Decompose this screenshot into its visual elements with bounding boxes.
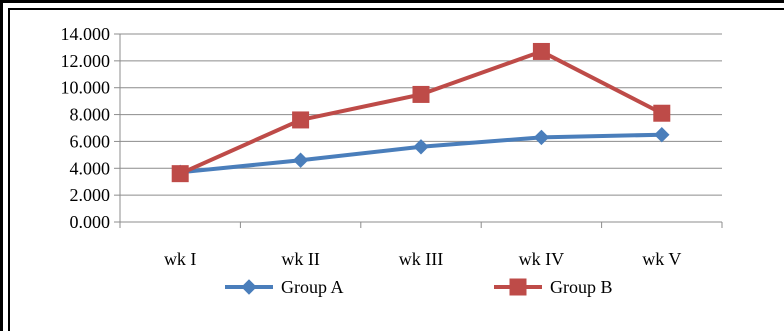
y-tick-label: 0.000 [70, 212, 111, 232]
y-tick-label: 6.000 [70, 131, 111, 151]
data-point [292, 111, 310, 129]
legend-label: Group B [550, 277, 613, 297]
data-point [532, 42, 550, 60]
y-tick-label: 12.000 [61, 51, 111, 71]
data-point [533, 129, 550, 146]
y-tick-label: 10.000 [61, 78, 111, 98]
axes [114, 33, 723, 228]
data-point [654, 127, 670, 143]
y-tick-label: 14.000 [61, 24, 111, 44]
data-point [171, 165, 189, 183]
series-line [179, 49, 663, 176]
frame-border-top-inner [8, 8, 784, 10]
x-tick-label: wk V [642, 249, 681, 269]
frame-border-left-inner [8, 8, 10, 331]
y-tick-label: 8.000 [70, 105, 111, 125]
x-tick-label: wk I [164, 249, 197, 269]
y-tick-labels: 0.000 2.000 4.000 6.000 8.000 10.000 12.000 14.… [61, 24, 111, 232]
frame-border-top [0, 0, 784, 3]
x-tick-label: wk II [281, 249, 320, 269]
y-tick-label: 2.000 [70, 185, 111, 205]
legend-marker [509, 278, 527, 296]
data-point [292, 152, 309, 168]
frame-border-left [0, 0, 3, 331]
data-point [653, 104, 671, 122]
legend-marker [241, 279, 257, 295]
y-tick-label: 4.000 [70, 158, 111, 178]
x-tick-labels: wk I wk II wk III wk IV wk V [164, 249, 681, 269]
data-point [412, 85, 430, 103]
series-group [171, 42, 671, 183]
data-point [413, 139, 429, 155]
x-tick-label: wk III [399, 249, 443, 269]
legend: Group A Group B [225, 277, 613, 297]
x-tick-label: wk IV [519, 249, 565, 269]
legend-label: Group A [281, 277, 344, 297]
